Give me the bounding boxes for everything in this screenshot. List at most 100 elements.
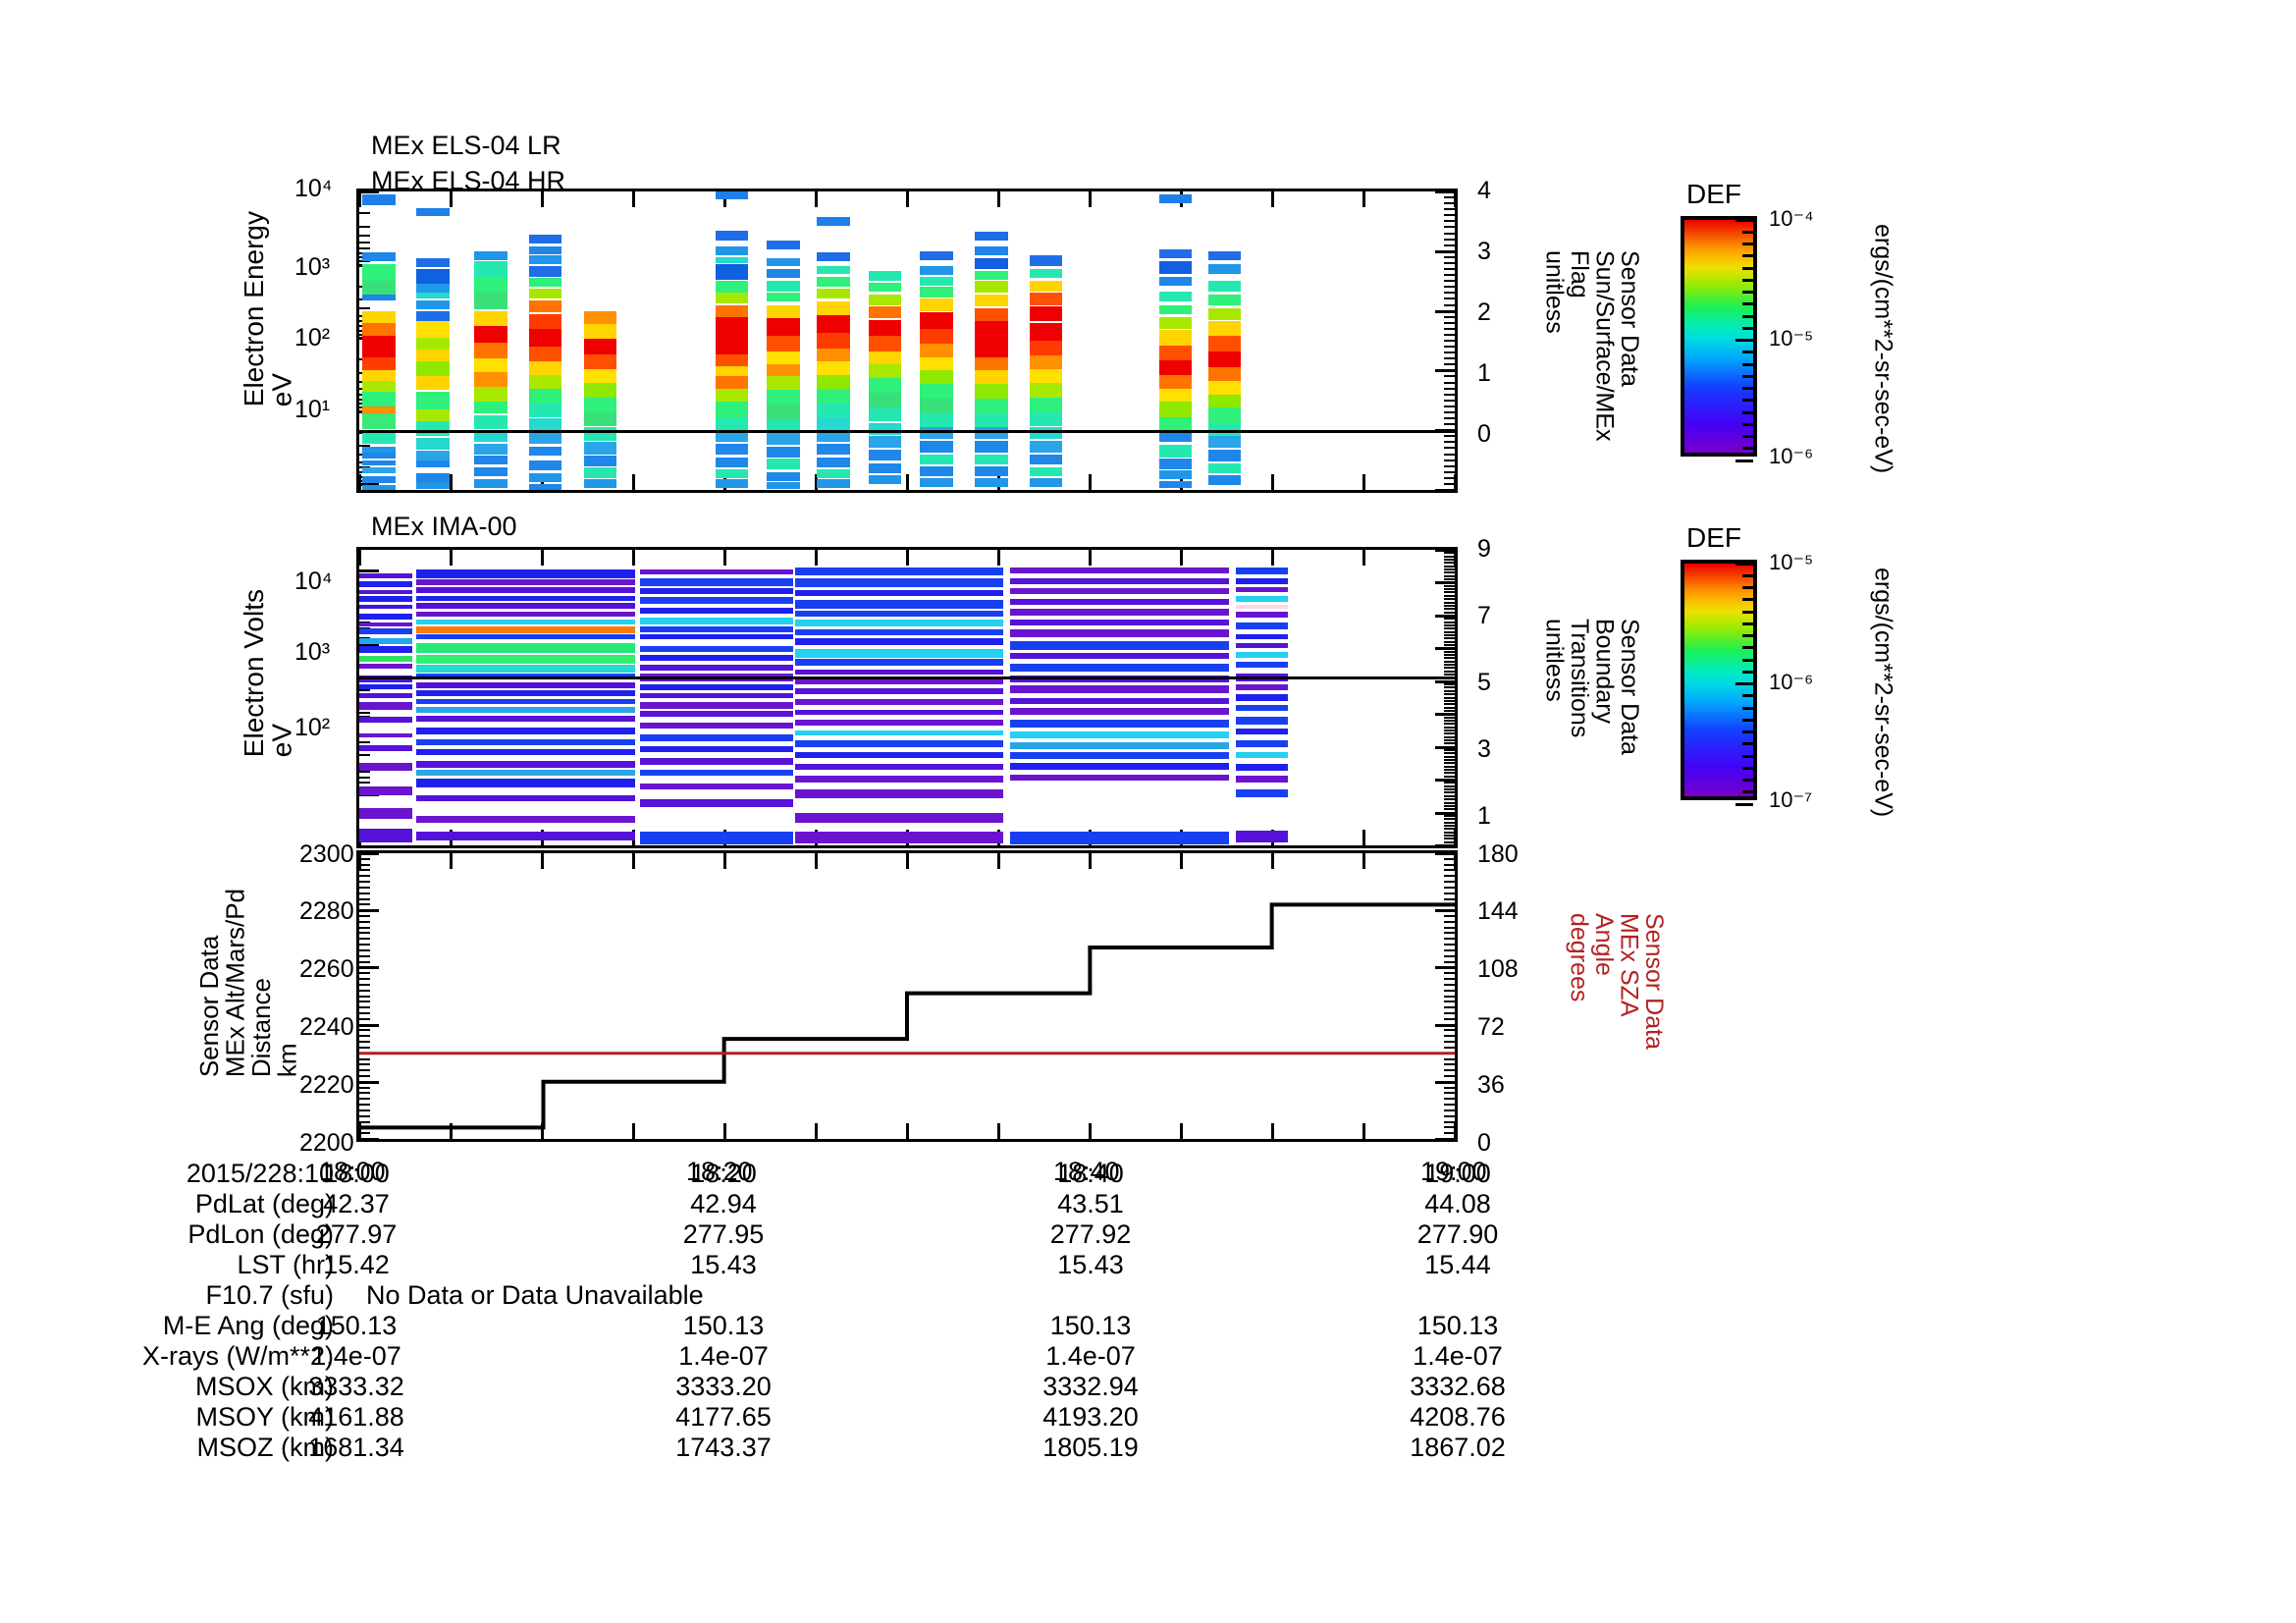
axis-tick [1444,821,1455,824]
spectrogram-band [817,403,850,417]
p2-ytick-1e4: 10⁴ [294,568,333,595]
axis-tick [1444,1104,1455,1107]
spectrogram-band [1158,276,1193,286]
axis-tick [1088,191,1092,207]
spectrogram-band [817,288,850,299]
axis-tick [359,1035,370,1038]
axis-tick [359,246,370,249]
spectrogram-band [817,388,850,404]
axis-tick [449,1123,453,1139]
p3-rtick-108: 108 [1477,955,1519,983]
axis-tick [359,1123,361,1139]
axis-tick [1444,857,1455,860]
els-spectrogram-panel[interactable] [356,189,1458,493]
axis-tick [1088,474,1092,490]
spectrogram-band [1009,832,1230,845]
spectrogram-band [416,832,636,841]
table-cell: 19:00 [1424,1159,1491,1188]
axis-tick [1362,830,1365,845]
spectrogram-band [767,269,800,279]
spectrogram-band [767,419,800,432]
spectrogram-band [416,727,636,735]
colorbar-minor-tick [1735,562,1753,566]
colorbar-minor-tick [1742,243,1753,245]
axis-tick [359,1069,370,1072]
spectrogram-band [362,281,396,295]
axis-tick [1444,393,1455,396]
spectrogram-band [474,342,507,359]
spectrogram-band [1029,427,1063,440]
axis-tick [359,886,370,889]
spectrogram-band [362,194,396,205]
table-cell: 1743.37 [675,1433,772,1462]
table-cell: 3333.32 [308,1372,404,1401]
spectrogram-band [795,788,1004,798]
axis-tick [905,853,909,869]
spectrogram-band [975,465,1008,477]
axis-tick [359,1063,370,1066]
axis-tick [1444,932,1455,935]
altitude-sza-panel[interactable] [356,850,1458,1142]
spectrogram-band [583,353,617,369]
axis-tick [905,550,909,566]
spectrogram-band [1009,619,1230,625]
axis-tick [1444,1092,1455,1095]
p3-rtick-144: 144 [1477,897,1519,925]
spectrogram-band [715,256,749,263]
axis-tick [449,191,453,207]
spectrogram-band [1235,577,1289,584]
axis-tick [722,550,726,566]
table-cell: 42.37 [323,1189,390,1218]
spectrogram-band [639,723,793,730]
colorbar-minor-tick [1742,447,1753,451]
spectrogram-band [975,356,1008,371]
spectrogram-band [359,580,412,588]
axis-tick [359,966,379,970]
cb1-top-label: 10⁻⁴ [1769,206,1814,231]
colorbar-minor-tick [1742,362,1753,366]
axis-tick [359,989,370,992]
colorbar-minor-tick [1742,754,1753,758]
axis-tick [1444,1057,1455,1060]
spectrogram-band [416,612,636,618]
spectrogram-band [795,610,1004,617]
axis-tick [1444,683,1455,686]
axis-tick [1444,989,1455,992]
spectrogram-band [416,421,450,437]
table-cell: 277.97 [315,1219,398,1249]
axis-tick [1444,417,1455,420]
x-axis-tick-label: 18:20 [686,1157,753,1186]
spectrogram-segment [1235,550,1289,845]
spectrogram-band [1235,776,1289,783]
axis-tick [359,881,370,884]
axis-tick [1435,369,1455,373]
spectrogram-band [359,683,412,690]
spectrogram-band [920,399,953,414]
spectrogram-band [767,304,800,319]
spectrogram-band [715,479,749,489]
spectrogram-band [583,339,617,354]
axis-tick [1444,196,1455,199]
spectrogram-band [868,282,902,292]
spectrogram-segment [795,550,1004,845]
axis-tick [1444,621,1455,623]
ima-spectrogram-panel[interactable] [356,547,1458,848]
spectrogram-band [767,258,800,266]
spectrogram-band [795,752,1004,759]
spectrogram-band [795,638,1004,645]
spectrogram-band [359,656,412,663]
axis-tick [1444,838,1455,840]
spectrogram-band [359,732,412,738]
p1-rlabel-l2: Sun/Surface/MEx [1590,250,1619,442]
axis-tick [1444,441,1455,444]
axis-tick [1444,926,1455,929]
spectrogram-band [1009,568,1230,574]
axis-tick [1444,1074,1455,1077]
p2-ytick-1e2: 10² [294,714,331,741]
axis-tick [1435,966,1455,970]
spectrogram-band [416,626,636,633]
spectrogram-band [767,293,800,302]
axis-tick [1444,960,1455,963]
axis-tick [1362,550,1365,566]
spectrogram-band [817,457,850,468]
